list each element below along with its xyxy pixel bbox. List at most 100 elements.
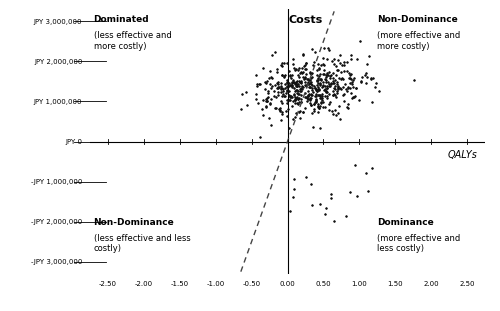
Point: [347, 77, 355, 82]
Point: [305, 77, 313, 82]
Point: [276, 106, 284, 111]
Point: [273, 69, 281, 74]
Point: [252, 92, 260, 97]
Point: [336, 52, 344, 57]
Point: [254, 100, 262, 105]
Point: [326, 195, 334, 200]
Point: [321, 94, 329, 99]
Point: [308, 90, 316, 95]
Point: [268, 76, 276, 81]
Point: [284, 98, 292, 103]
Point: [293, 90, 301, 95]
Point: [296, 97, 304, 102]
Point: [318, 96, 326, 101]
Point: [332, 83, 340, 88]
Point: [284, 106, 292, 111]
Point: [330, 218, 338, 223]
Point: [314, 105, 322, 110]
Point: [274, 85, 282, 90]
Point: [292, 83, 300, 88]
Point: [297, 92, 305, 97]
Point: [266, 82, 274, 87]
Point: [312, 89, 320, 94]
Point: [310, 100, 318, 105]
Point: [410, 77, 418, 82]
Point: [346, 190, 354, 195]
Point: [301, 91, 309, 95]
Point: [362, 71, 370, 76]
Point: [308, 87, 316, 92]
Point: [326, 74, 334, 79]
Point: [278, 72, 286, 77]
Point: [286, 82, 294, 87]
Point: [278, 99, 285, 104]
Point: [326, 192, 334, 197]
Point: [316, 72, 324, 77]
Point: [290, 94, 298, 99]
Point: [304, 80, 312, 85]
Point: [342, 86, 350, 91]
Point: [366, 75, 374, 80]
Point: [330, 57, 338, 62]
Point: [312, 99, 320, 104]
Point: [340, 68, 348, 73]
Point: [358, 79, 366, 84]
Point: [347, 53, 355, 58]
Point: [336, 85, 344, 90]
Point: [350, 94, 358, 99]
Point: [330, 76, 338, 81]
Point: [294, 81, 302, 86]
Point: [302, 80, 310, 85]
Point: [288, 95, 296, 100]
Point: [286, 73, 294, 78]
Point: [348, 79, 356, 84]
Point: [340, 59, 348, 64]
Point: [292, 87, 300, 92]
Point: [331, 86, 339, 91]
Point: [272, 50, 280, 55]
Point: [292, 67, 300, 72]
Point: [256, 134, 264, 139]
Point: [311, 86, 319, 91]
Point: [291, 98, 299, 103]
Point: [330, 92, 338, 97]
Point: [308, 110, 316, 115]
Point: [340, 99, 347, 104]
Point: [324, 94, 332, 99]
Point: [332, 88, 340, 93]
Point: [322, 80, 330, 85]
Point: [334, 58, 342, 63]
Point: [294, 67, 302, 72]
Point: [308, 92, 316, 97]
Point: [303, 98, 311, 103]
Point: [317, 78, 325, 83]
Point: [290, 79, 298, 84]
Point: [316, 81, 324, 86]
Point: [278, 94, 286, 99]
Point: [262, 104, 270, 109]
Point: [317, 100, 325, 105]
Point: [295, 74, 303, 79]
Point: [304, 77, 312, 81]
Point: [306, 92, 314, 97]
Point: [375, 89, 383, 94]
Point: [301, 105, 309, 110]
Point: [304, 82, 312, 87]
Point: [258, 113, 266, 118]
Point: [348, 95, 356, 100]
Point: [356, 38, 364, 43]
Point: [316, 81, 324, 86]
Point: [296, 89, 304, 94]
Point: [370, 75, 378, 80]
Point: [318, 61, 326, 66]
Point: [298, 85, 306, 90]
Point: [290, 176, 298, 181]
Point: [286, 95, 294, 100]
Point: [316, 125, 324, 130]
Point: [313, 82, 321, 87]
Point: [272, 86, 280, 91]
Point: [322, 206, 330, 211]
Point: [306, 85, 314, 90]
Point: [361, 72, 369, 77]
Point: [308, 70, 316, 75]
